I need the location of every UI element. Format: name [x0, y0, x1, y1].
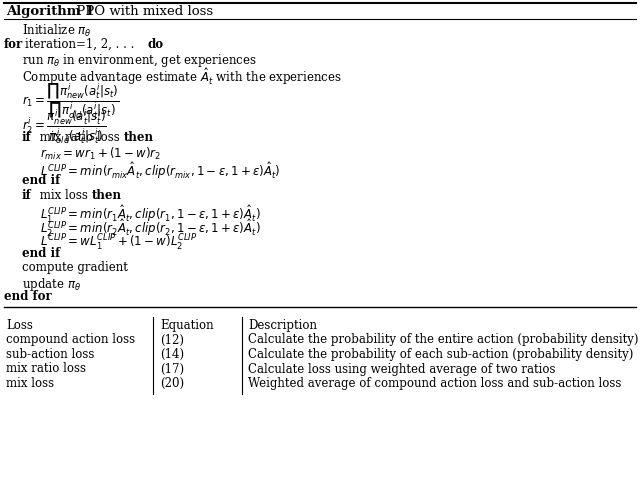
Text: mix ratio loss: mix ratio loss: [36, 131, 124, 144]
Text: $L^{CLIP}_2 = min(r_2\hat{A}_t, clip(r_2, 1-\epsilon, 1+\epsilon)\hat{A}_t)$: $L^{CLIP}_2 = min(r_2\hat{A}_t, clip(r_2…: [40, 218, 260, 240]
Text: (12): (12): [160, 333, 184, 347]
Text: (17): (17): [160, 363, 184, 376]
Text: Description: Description: [248, 319, 317, 332]
Text: do: do: [148, 37, 164, 50]
Text: Weighted average of compound action loss and sub-action loss: Weighted average of compound action loss…: [248, 377, 621, 390]
Text: $L^{CLIP} = wL^{CLIP}_1 + (1-w)L^{CLIP}_2$: $L^{CLIP} = wL^{CLIP}_1 + (1-w)L^{CLIP}_…: [40, 232, 197, 253]
Text: iteration=1, 2, . . .: iteration=1, 2, . . .: [25, 37, 138, 50]
Text: Calculate loss using weighted average of two ratios: Calculate loss using weighted average of…: [248, 363, 556, 376]
Text: sub-action loss: sub-action loss: [6, 348, 94, 361]
Text: compound action loss: compound action loss: [6, 333, 135, 347]
Text: Algorithm 1: Algorithm 1: [6, 5, 95, 18]
Text: $r_1 = \dfrac{\prod \pi^i_{new}(a^i_t|s_t)}{\prod \pi^i_{old}(a^i_t|s_t)}$: $r_1 = \dfrac{\prod \pi^i_{new}(a^i_t|s_…: [22, 81, 120, 120]
Text: $L^{CLIP}_1 = min(r_1\hat{A}_t, clip(r_1, 1-\epsilon, 1+\epsilon)\hat{A}_t)$: $L^{CLIP}_1 = min(r_1\hat{A}_t, clip(r_1…: [40, 203, 260, 225]
Text: $r_{mix} = wr_1 + (1 - w)r_2$: $r_{mix} = wr_1 + (1 - w)r_2$: [40, 146, 161, 162]
Text: (14): (14): [160, 348, 184, 361]
Text: update $\pi_\theta$: update $\pi_\theta$: [22, 276, 81, 293]
Text: compute gradient: compute gradient: [22, 261, 128, 274]
Text: Loss: Loss: [6, 319, 33, 332]
Text: end if: end if: [22, 175, 60, 187]
Text: mix ratio loss: mix ratio loss: [6, 363, 86, 376]
Text: if: if: [22, 131, 32, 144]
Text: for: for: [4, 37, 23, 50]
Text: end for: end for: [4, 290, 52, 303]
Text: end if: end if: [22, 247, 60, 260]
Text: run $\pi_\theta$ in environment, get experiences: run $\pi_\theta$ in environment, get exp…: [22, 52, 257, 69]
Text: then: then: [124, 131, 154, 144]
Text: PPO with mixed loss: PPO with mixed loss: [72, 5, 213, 18]
Text: Compute advantage estimate $\hat{A}_t$ with the experiences: Compute advantage estimate $\hat{A}_t$ w…: [22, 66, 342, 88]
Text: mix loss: mix loss: [6, 377, 54, 390]
Text: $r^i_2 = \dfrac{\pi^i_{new}(a^i_t|s^i_t)}{\pi^i_{old}(a^i_t|s^i_t)}$: $r^i_2 = \dfrac{\pi^i_{new}(a^i_t|s^i_t)…: [22, 107, 107, 146]
Text: $L^{CLIP} = min(r_{mix}\hat{A}_t, clip(r_{mix}, 1-\epsilon, 1+\epsilon)\hat{A}_t: $L^{CLIP} = min(r_{mix}\hat{A}_t, clip(r…: [40, 160, 280, 181]
Text: Calculate the probability of each sub-action (probability density): Calculate the probability of each sub-ac…: [248, 348, 634, 361]
Text: Initialize $\pi_\theta$: Initialize $\pi_\theta$: [22, 23, 92, 39]
Text: then: then: [92, 189, 122, 202]
Text: (20): (20): [160, 377, 184, 390]
Text: Calculate the probability of the entire action (probability density): Calculate the probability of the entire …: [248, 333, 639, 347]
Text: mix loss: mix loss: [36, 189, 92, 202]
Text: Equation: Equation: [160, 319, 214, 332]
Text: if: if: [22, 189, 32, 202]
